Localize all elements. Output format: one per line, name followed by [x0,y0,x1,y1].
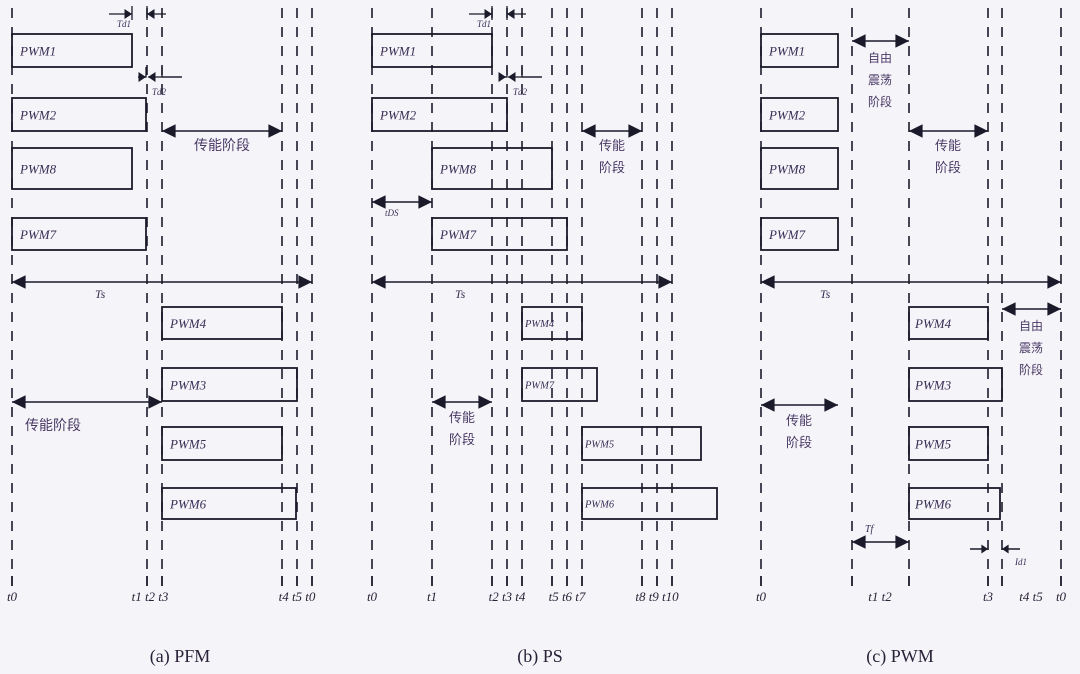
svg-text:PWM8: PWM8 [768,162,806,177]
svg-text:t1 t2 t3: t1 t2 t3 [132,589,169,604]
svg-text:PWM8: PWM8 [439,162,477,177]
svg-text:PWM3: PWM3 [169,378,207,393]
svg-text:PWM3: PWM3 [914,378,952,393]
svg-text:阶段: 阶段 [449,432,475,447]
svg-text:阶段: 阶段 [1019,362,1043,377]
svg-text:t0: t0 [7,589,18,604]
svg-text:t2 t3 t4: t2 t3 t4 [489,589,526,604]
svg-text:传能: 传能 [599,138,625,153]
svg-text:t1: t1 [427,589,437,604]
svg-text:PWM7: PWM7 [524,381,555,392]
svg-text:PWM4: PWM4 [169,316,207,331]
svg-text:PWM1: PWM1 [19,44,56,59]
svg-text:阶段: 阶段 [786,435,812,450]
svg-text:震荡: 震荡 [868,73,892,87]
svg-text:PWM5: PWM5 [914,437,952,452]
svg-text:传能: 传能 [449,410,475,425]
svg-text:PWM5: PWM5 [169,437,207,452]
svg-text:t0: t0 [367,589,378,604]
svg-text:(a) PFM: (a) PFM [150,646,211,667]
svg-text:阶段: 阶段 [599,160,625,175]
svg-text:t0: t0 [1056,589,1067,604]
svg-text:PWM1: PWM1 [768,44,805,59]
svg-text:t4 t5: t4 t5 [1019,589,1043,604]
svg-text:Td1: Td1 [117,19,131,29]
svg-text:阶段: 阶段 [935,160,961,175]
svg-text:PWM7: PWM7 [19,227,57,242]
svg-text:Ts: Ts [455,287,466,301]
svg-text:PWM7: PWM7 [768,227,806,242]
svg-text:Td1: Td1 [477,19,491,29]
svg-text:PWM7: PWM7 [439,227,477,242]
svg-text:PWM2: PWM2 [19,108,57,123]
svg-text:PWM1: PWM1 [379,44,416,59]
svg-text:阶段: 阶段 [868,94,892,109]
svg-text:Id1: Id1 [1014,557,1027,567]
svg-text:PWM4: PWM4 [524,319,555,330]
svg-text:tDS: tDS [385,208,399,218]
svg-text:t8 t9 t10: t8 t9 t10 [635,589,679,604]
svg-text:PWM2: PWM2 [768,108,806,123]
svg-text:t1 t2: t1 t2 [868,589,892,604]
svg-text:Ts: Ts [95,287,106,301]
svg-text:PWM8: PWM8 [19,162,57,177]
svg-text:(b) PS: (b) PS [517,646,563,667]
svg-text:自由: 自由 [868,51,892,65]
svg-text:t0: t0 [756,589,767,604]
svg-text:t4 t5 t0: t4 t5 t0 [279,589,316,604]
svg-text:PWM6: PWM6 [914,497,952,512]
svg-text:PWM4: PWM4 [914,316,952,331]
svg-text:Ts: Ts [820,287,831,301]
svg-text:PWM2: PWM2 [379,108,417,123]
svg-text:t3: t3 [983,589,994,604]
svg-text:PWM5: PWM5 [584,440,614,451]
svg-text:t5 t6 t7: t5 t6 t7 [549,589,586,604]
svg-text:自由: 自由 [1019,319,1043,333]
svg-text:Tf: Tf [865,524,875,535]
svg-text:PWM6: PWM6 [584,500,615,511]
svg-text:(c) PWM: (c) PWM [866,646,933,667]
svg-text:传能: 传能 [935,138,961,153]
svg-text:传能阶段: 传能阶段 [25,417,81,433]
svg-text:Td2: Td2 [152,87,167,97]
svg-text:传能: 传能 [786,413,812,428]
svg-text:震荡: 震荡 [1019,341,1043,355]
svg-text:传能阶段: 传能阶段 [194,137,250,153]
svg-text:Td2: Td2 [513,87,528,97]
svg-text:PWM6: PWM6 [169,497,207,512]
